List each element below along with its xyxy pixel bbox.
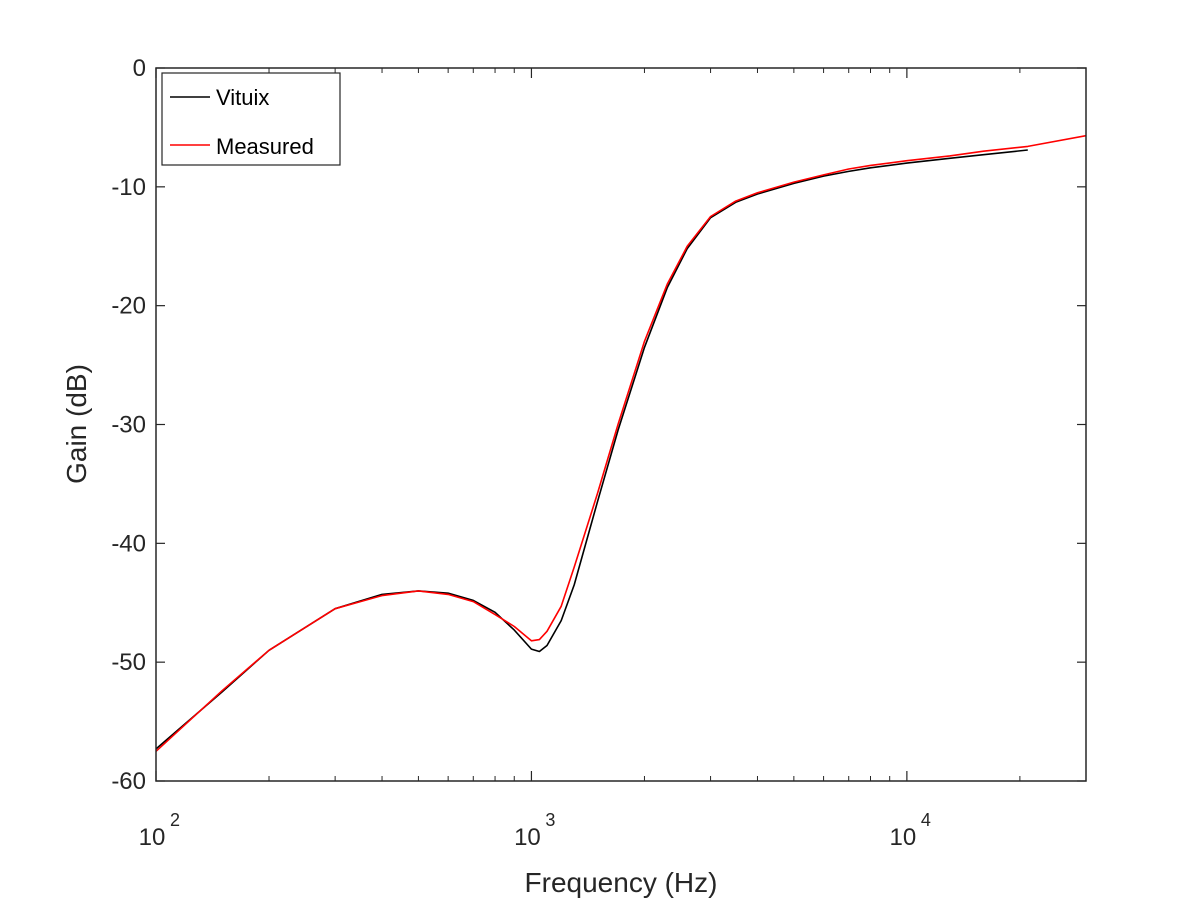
y-tick-label: -60 [111, 768, 146, 795]
x-tick-label: 10 [890, 824, 917, 851]
x-tick-label-exponent: 2 [170, 810, 180, 830]
series-layer [156, 134, 1086, 752]
y-tick-label: 0 [133, 55, 146, 82]
series-line-measured [156, 134, 1086, 752]
legend: Vituix Measured [161, 72, 341, 166]
y-tick-label: -20 [111, 293, 146, 320]
legend-label-vituix: Vituix [216, 85, 269, 110]
x-tick-label-exponent: 3 [545, 810, 555, 830]
plot-area [156, 68, 1086, 781]
y-tick-label: -30 [111, 412, 146, 439]
legend-label-measured: Measured [216, 134, 314, 159]
y-axis-title: Gain (dB) [61, 364, 92, 484]
y-tick-label: -50 [111, 649, 146, 676]
legend-box [161, 72, 341, 166]
x-tick-label-exponent: 4 [921, 810, 931, 830]
plot-box [155, 67, 1087, 782]
y-tick-label: -40 [111, 530, 146, 557]
x-tick-label: 10 [139, 824, 166, 851]
x-tick-label: 10 [514, 824, 541, 851]
y-tick-label: -10 [111, 174, 146, 201]
x-axis-title: Frequency (Hz) [525, 867, 718, 898]
